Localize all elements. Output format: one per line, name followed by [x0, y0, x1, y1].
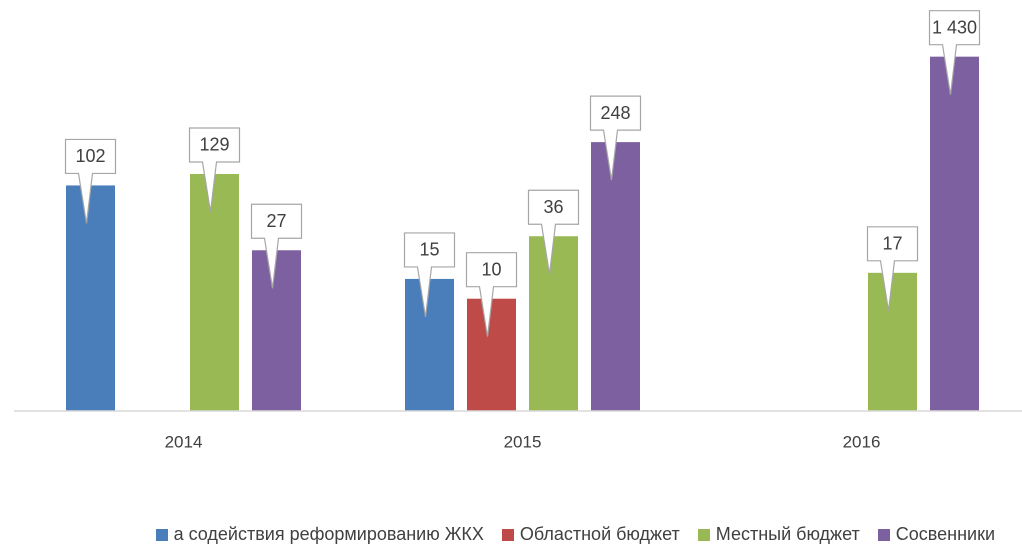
- bar: [190, 173, 239, 411]
- bar: [405, 278, 454, 411]
- data-label: 15: [419, 240, 439, 260]
- label-callout: [928, 10, 981, 95]
- data-label: 10: [481, 259, 501, 279]
- label-callout: [188, 127, 241, 213]
- bar: [591, 142, 640, 412]
- legend-swatch: [155, 528, 168, 541]
- data-label: 248: [600, 103, 630, 123]
- legend: а содействия реформированию ЖКХ Областной…: [138, 524, 995, 545]
- legend-item: а содействия реформированию ЖКХ: [155, 524, 484, 545]
- data-label: 27: [266, 211, 286, 231]
- bar: [252, 250, 301, 411]
- x-tick-label: 2014: [165, 432, 203, 451]
- label-callout: [527, 189, 580, 275]
- label-callout: [403, 232, 456, 318]
- bar: [529, 236, 578, 411]
- legend-label: а содействия реформированию ЖКХ: [173, 524, 484, 544]
- x-tick-label: 2016: [843, 432, 881, 451]
- label-callout: [589, 95, 642, 181]
- label-callout: [250, 203, 303, 289]
- label-callout: [64, 138, 117, 224]
- legend-swatch: [877, 528, 890, 541]
- bar: [66, 185, 115, 411]
- bar: [930, 56, 979, 411]
- bar: [467, 298, 516, 411]
- legend-label: Местный бюджет: [715, 524, 860, 544]
- label-callout: [465, 252, 518, 337]
- label-callout: [866, 226, 919, 311]
- x-tick-label: 2015: [504, 432, 542, 451]
- data-label: 1 430: [932, 17, 977, 37]
- legend-label: Областной бюджет: [519, 524, 680, 544]
- bar: [868, 272, 917, 411]
- legend-label: Сосвенники: [895, 524, 995, 544]
- legend-swatch: [501, 528, 514, 541]
- legend-swatch: [697, 528, 710, 541]
- legend-item: Сосвенники: [877, 524, 995, 545]
- data-label: 102: [75, 146, 105, 166]
- plot: 2014 102 129 27 2015 15 10 36 248 2016 17 1 430: [14, 10, 1022, 451]
- data-label: 17: [882, 234, 902, 254]
- data-label: 36: [543, 197, 563, 217]
- data-label: 129: [199, 135, 229, 155]
- legend-item: Областной бюджет: [501, 524, 680, 545]
- legend-item: Местный бюджет: [697, 524, 860, 545]
